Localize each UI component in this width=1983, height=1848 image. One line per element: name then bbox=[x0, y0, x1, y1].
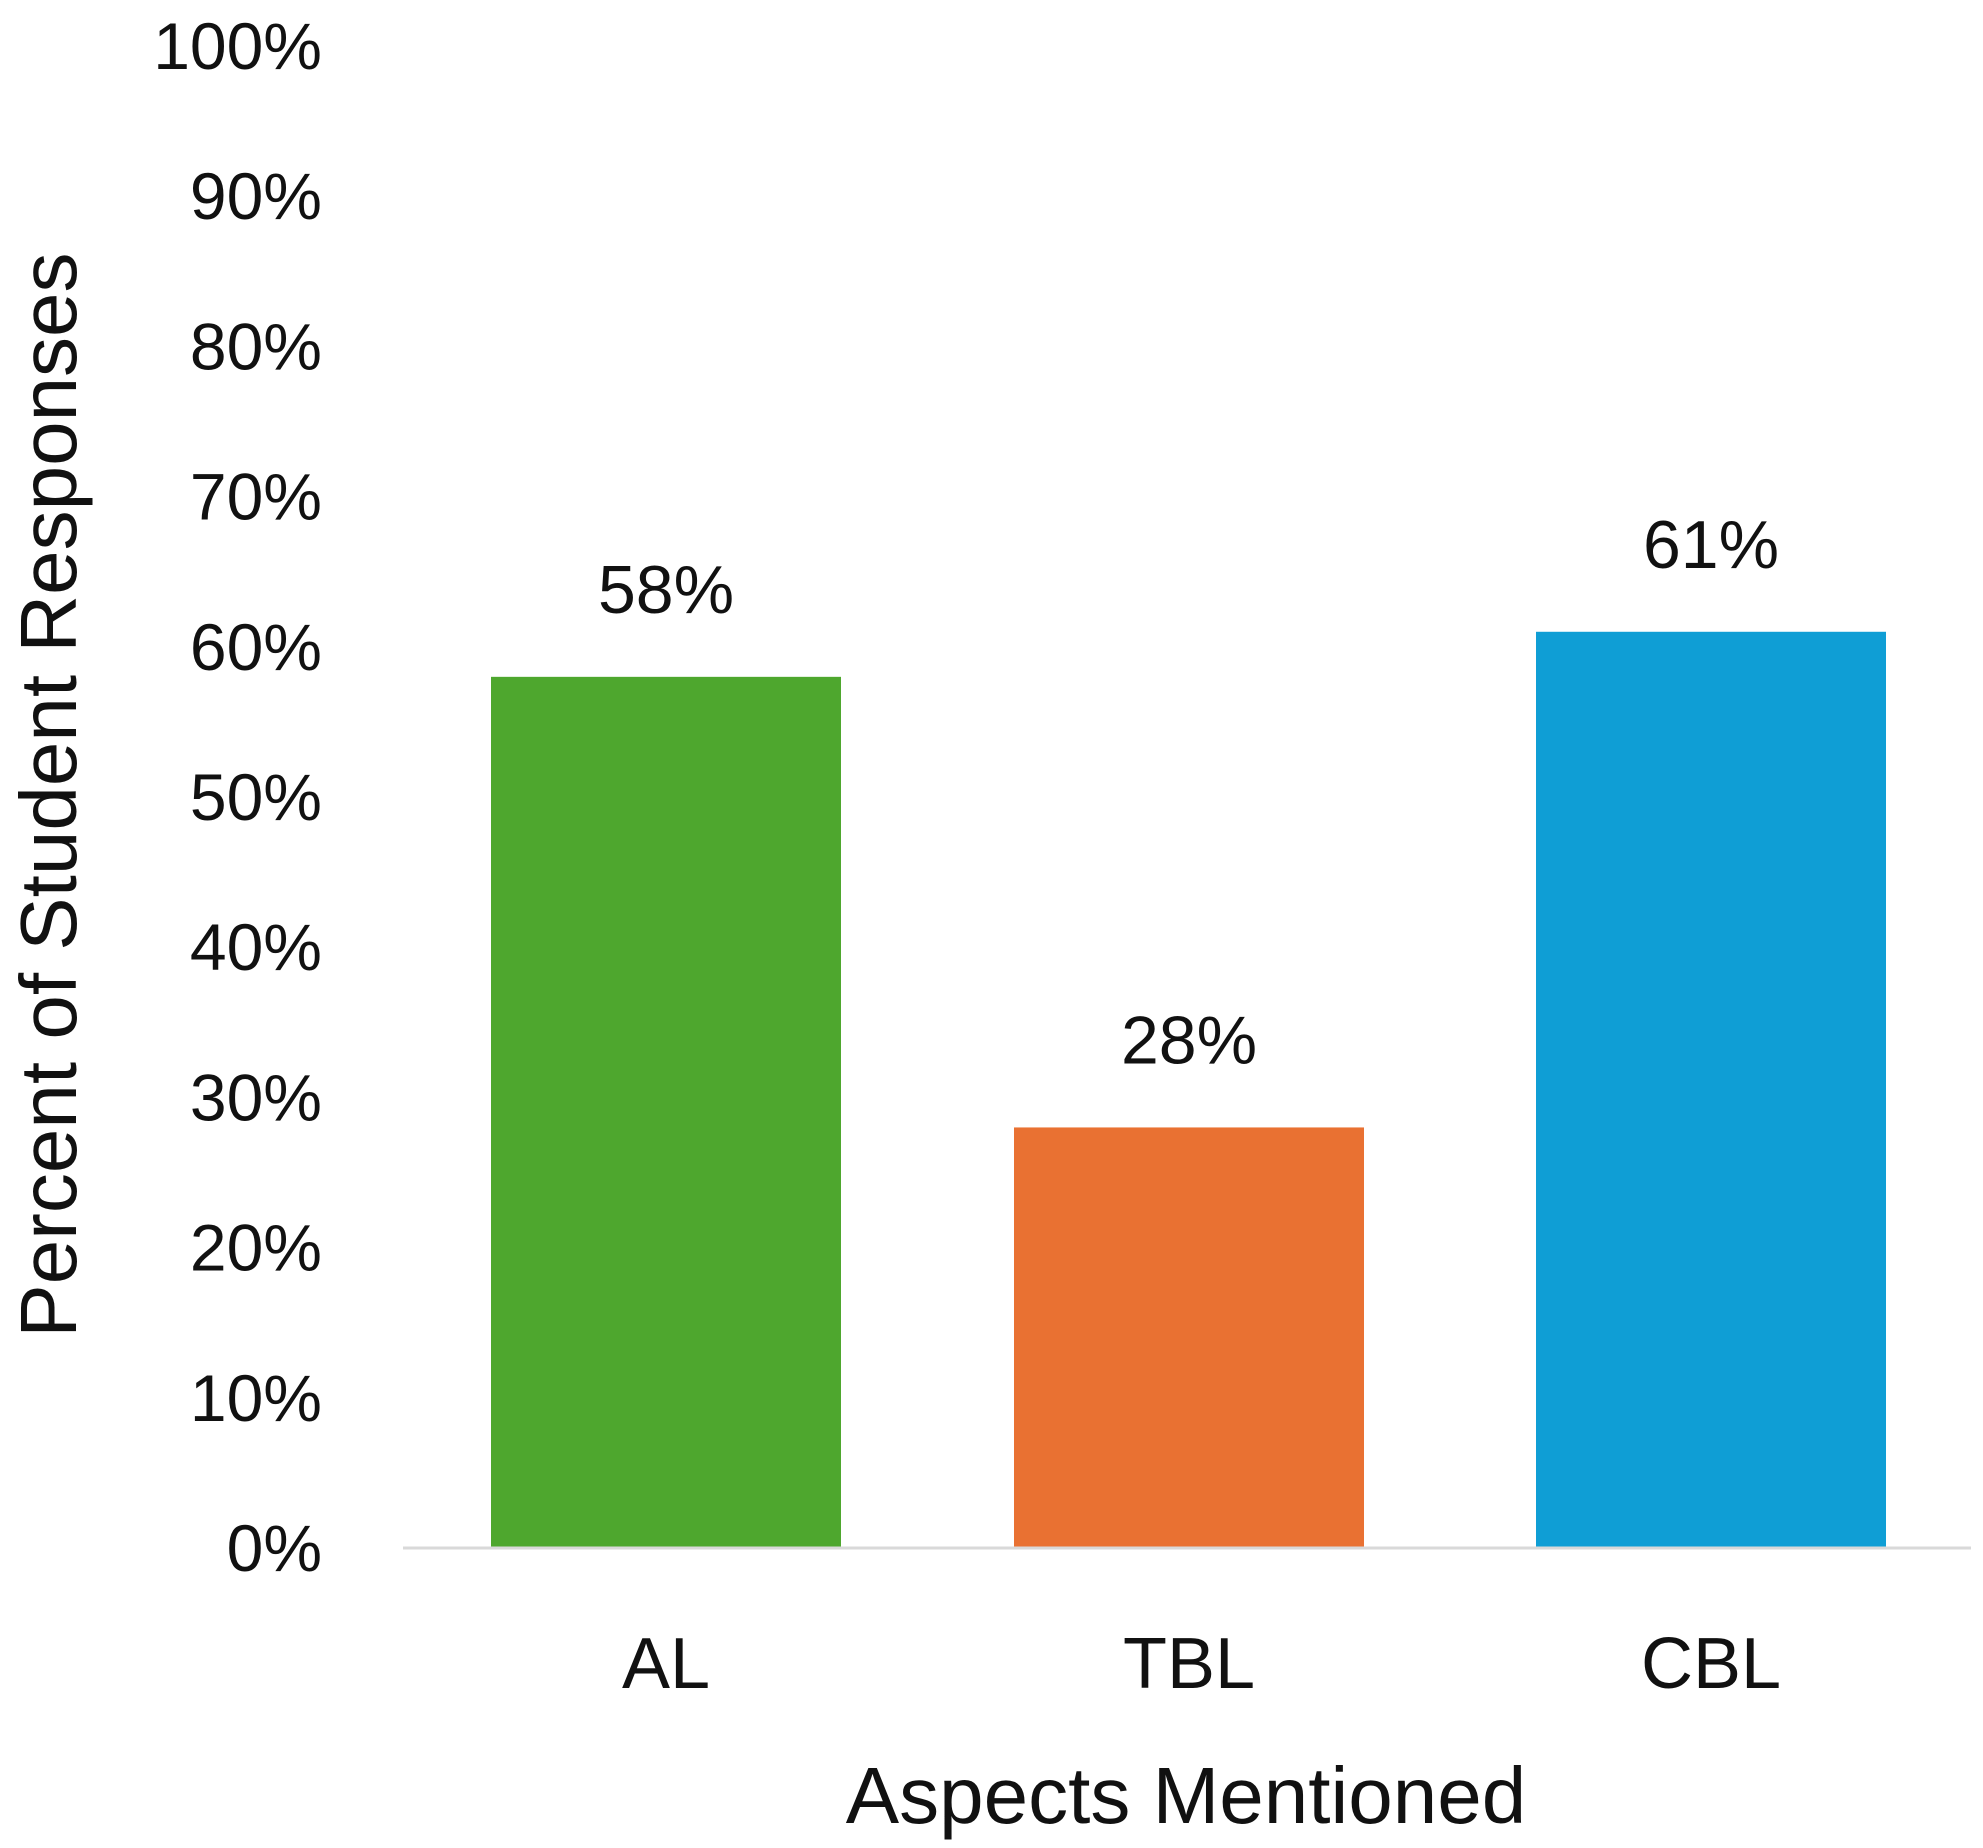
y-tick-label: 30% bbox=[190, 1060, 322, 1134]
y-tick-label: 90% bbox=[190, 159, 322, 233]
x-tick-label-tbl: TBL bbox=[1123, 1624, 1255, 1704]
y-tick-label: 50% bbox=[190, 760, 322, 834]
y-axis-ticks: 0% 10% 20% 30% 40% 50% 60% 70% 80% 90% 100% bbox=[153, 9, 322, 1585]
y-tick-label: 100% bbox=[153, 9, 322, 83]
data-label-tbl: 28% bbox=[1121, 1002, 1257, 1078]
y-tick-label: 60% bbox=[190, 610, 322, 684]
x-tick-label-al: AL bbox=[622, 1624, 710, 1704]
y-tick-label: 0% bbox=[227, 1511, 322, 1585]
data-labels: 58% 28% 61% bbox=[598, 507, 1779, 1079]
x-axis-tick-labels: AL TBL CBL bbox=[622, 1624, 1781, 1704]
bars bbox=[491, 631, 1886, 1548]
y-tick-label: 10% bbox=[190, 1361, 322, 1435]
y-tick-label: 20% bbox=[190, 1211, 322, 1285]
y-tick-label: 80% bbox=[190, 309, 322, 383]
data-label-al: 58% bbox=[598, 552, 734, 628]
x-axis-title: Aspects Mentioned bbox=[846, 1751, 1526, 1840]
y-tick-label: 40% bbox=[190, 910, 322, 984]
data-label-cbl: 61% bbox=[1643, 507, 1779, 583]
bar-tbl bbox=[1014, 1127, 1364, 1548]
y-axis-title: Percent of Student Responses bbox=[4, 252, 93, 1337]
bar-al bbox=[491, 676, 841, 1548]
x-tick-label-cbl: CBL bbox=[1641, 1624, 1781, 1704]
bar-cbl bbox=[1536, 631, 1886, 1548]
y-tick-label: 70% bbox=[190, 460, 322, 534]
